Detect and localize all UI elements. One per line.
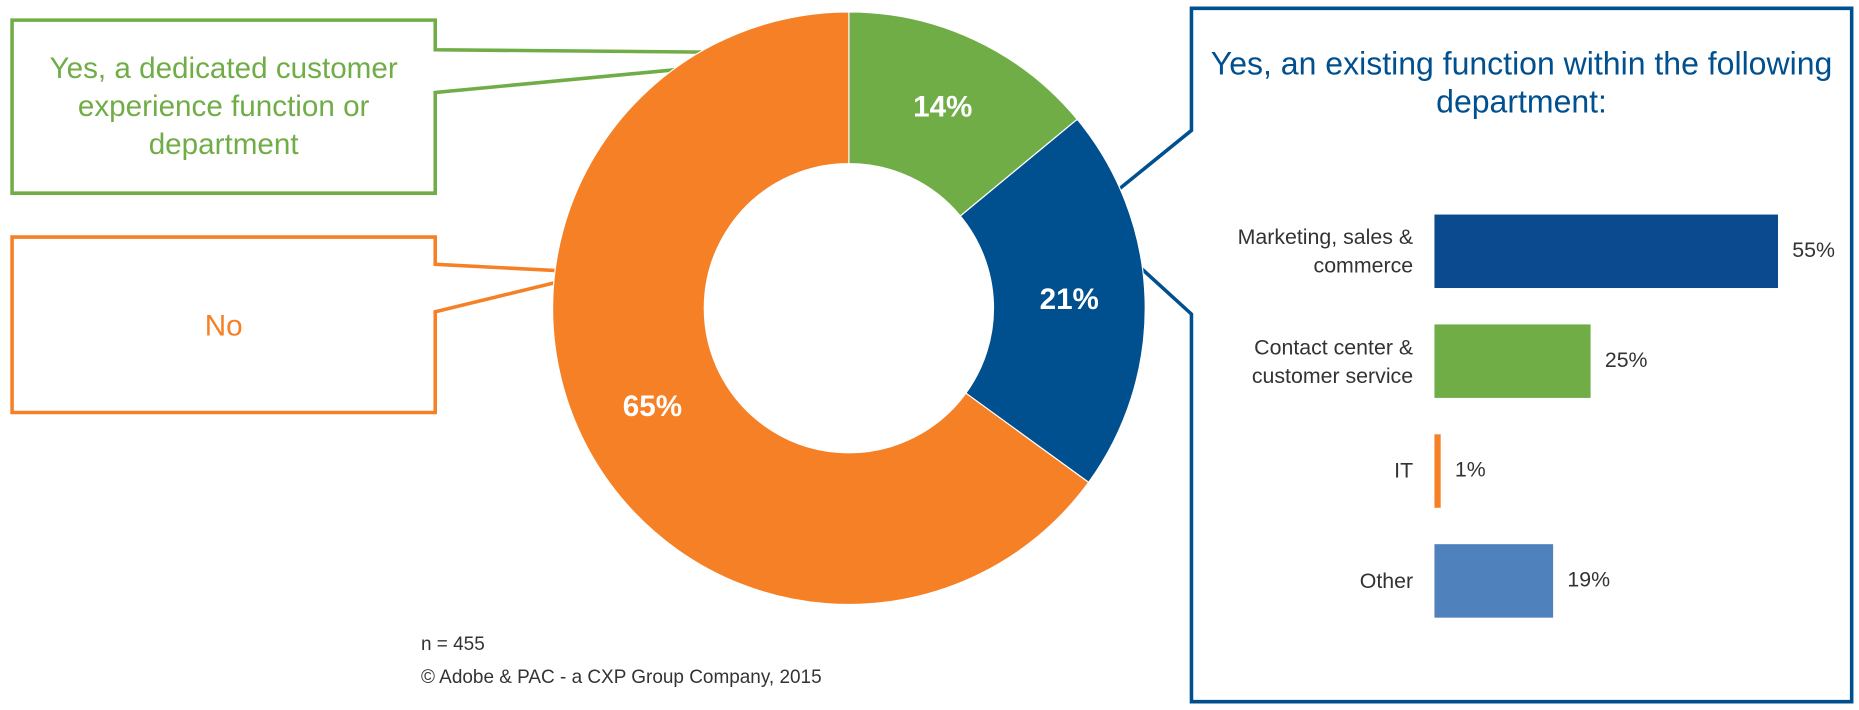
label-box: Yes, an existing function within the fol… bbox=[1210, 46, 1833, 120]
data-label: 65% bbox=[623, 390, 682, 423]
label: IT bbox=[1394, 459, 1414, 483]
label-box: Other bbox=[1359, 569, 1414, 593]
label: Contact center & customer service bbox=[1251, 335, 1414, 388]
callout-box bbox=[10, 235, 597, 415]
data-label: 1% bbox=[1455, 458, 1486, 482]
label-box: Marketing, sales & commerce bbox=[1237, 225, 1414, 278]
label: No bbox=[204, 308, 243, 342]
label-box: Contact center & customer service bbox=[1251, 335, 1414, 388]
label-box: IT bbox=[1394, 459, 1414, 483]
bar bbox=[1434, 324, 1591, 398]
label-box: No bbox=[204, 308, 243, 342]
donut-slice bbox=[959, 118, 1146, 484]
bar-chart: 55% 25% 1% 19% bbox=[1434, 214, 1835, 618]
bar bbox=[1434, 544, 1554, 618]
label: Marketing, sales & commerce bbox=[1237, 225, 1414, 278]
label: Other bbox=[1359, 569, 1414, 593]
donut-slice bbox=[848, 11, 1079, 217]
data-label: 21% bbox=[1040, 283, 1099, 316]
data-label: 25% bbox=[1605, 348, 1648, 372]
donut: 14% 21% 65% bbox=[552, 11, 1146, 606]
label-box: Yes, a dedicated customer experience fun… bbox=[49, 52, 398, 162]
data-label: 19% bbox=[1567, 568, 1610, 592]
note: © Adobe & PAC - a CXP Group Company, 201… bbox=[421, 667, 822, 688]
bar bbox=[1434, 434, 1441, 508]
callout-box bbox=[10, 18, 850, 195]
donut-slice bbox=[552, 11, 1090, 606]
data-label: 14% bbox=[913, 91, 972, 124]
data-label: 55% bbox=[1792, 238, 1835, 262]
note: n = 455 bbox=[421, 634, 485, 655]
label: Yes, a dedicated customer experience fun… bbox=[49, 52, 398, 162]
bar bbox=[1434, 214, 1779, 289]
label: Yes, an existing function within the fol… bbox=[1210, 46, 1833, 120]
